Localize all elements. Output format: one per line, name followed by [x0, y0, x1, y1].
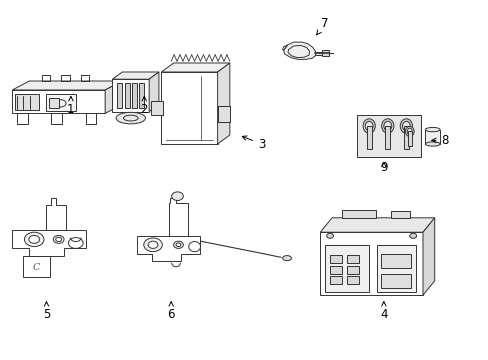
Polygon shape — [320, 218, 434, 232]
Ellipse shape — [143, 238, 162, 252]
Bar — [124, 83, 129, 108]
Bar — [390, 211, 409, 218]
Bar — [376, 245, 415, 292]
Bar — [17, 113, 28, 124]
Bar — [407, 131, 411, 146]
Ellipse shape — [53, 235, 64, 243]
Bar — [132, 83, 137, 108]
Bar — [150, 101, 163, 115]
Polygon shape — [217, 63, 229, 144]
Bar — [61, 75, 70, 81]
Text: 6: 6 — [167, 302, 175, 321]
Polygon shape — [320, 232, 422, 295]
Ellipse shape — [399, 119, 411, 133]
Bar — [217, 106, 229, 122]
Polygon shape — [137, 236, 200, 261]
Ellipse shape — [407, 128, 411, 135]
Polygon shape — [422, 218, 434, 295]
Bar — [23, 256, 50, 277]
Bar — [49, 98, 59, 108]
Bar — [381, 274, 410, 288]
Bar — [85, 113, 96, 124]
Ellipse shape — [116, 112, 145, 124]
Polygon shape — [149, 72, 159, 112]
Bar — [385, 126, 389, 149]
Bar — [81, 75, 89, 81]
Ellipse shape — [402, 121, 409, 131]
Ellipse shape — [56, 237, 61, 242]
Text: 1: 1 — [67, 96, 75, 116]
Ellipse shape — [24, 232, 44, 247]
Ellipse shape — [362, 119, 375, 133]
Ellipse shape — [405, 126, 413, 136]
Bar — [381, 254, 410, 268]
Bar — [366, 126, 371, 149]
Bar — [51, 113, 62, 124]
Bar — [403, 126, 408, 149]
Polygon shape — [112, 72, 159, 79]
Bar — [117, 83, 122, 108]
Bar — [329, 266, 342, 274]
Circle shape — [171, 192, 183, 201]
Text: 7: 7 — [316, 17, 328, 35]
Polygon shape — [283, 42, 315, 59]
Polygon shape — [168, 198, 188, 236]
Text: 9: 9 — [379, 161, 387, 174]
Ellipse shape — [282, 256, 291, 261]
Bar — [346, 255, 359, 263]
Polygon shape — [161, 72, 217, 144]
Ellipse shape — [381, 119, 393, 133]
Polygon shape — [12, 90, 105, 113]
Bar — [41, 75, 50, 81]
Bar — [425, 130, 439, 144]
Bar — [329, 255, 342, 263]
Bar — [46, 94, 76, 111]
Text: 5: 5 — [42, 302, 50, 321]
Ellipse shape — [29, 235, 40, 243]
Circle shape — [326, 233, 333, 238]
Polygon shape — [322, 50, 328, 56]
Text: 3: 3 — [242, 136, 265, 150]
Bar — [346, 266, 359, 274]
Polygon shape — [315, 52, 321, 55]
Bar — [139, 83, 144, 108]
Polygon shape — [282, 45, 287, 50]
Ellipse shape — [425, 127, 439, 132]
Polygon shape — [12, 230, 85, 256]
Polygon shape — [12, 81, 122, 90]
Ellipse shape — [148, 241, 158, 248]
Bar — [356, 115, 420, 157]
Ellipse shape — [365, 121, 372, 131]
Ellipse shape — [176, 243, 181, 247]
Bar — [329, 276, 342, 284]
Polygon shape — [161, 63, 229, 72]
Polygon shape — [112, 79, 149, 112]
Bar — [15, 94, 39, 110]
Ellipse shape — [425, 142, 439, 146]
Ellipse shape — [173, 241, 183, 248]
Text: C: C — [33, 263, 41, 272]
Text: 8: 8 — [431, 134, 448, 147]
Text: 2: 2 — [140, 96, 148, 116]
Bar — [325, 245, 368, 292]
Polygon shape — [46, 198, 66, 230]
Polygon shape — [105, 81, 122, 113]
Ellipse shape — [383, 121, 391, 131]
Bar — [341, 210, 375, 218]
Text: 4: 4 — [379, 302, 387, 321]
Circle shape — [409, 233, 416, 238]
Bar — [346, 276, 359, 284]
